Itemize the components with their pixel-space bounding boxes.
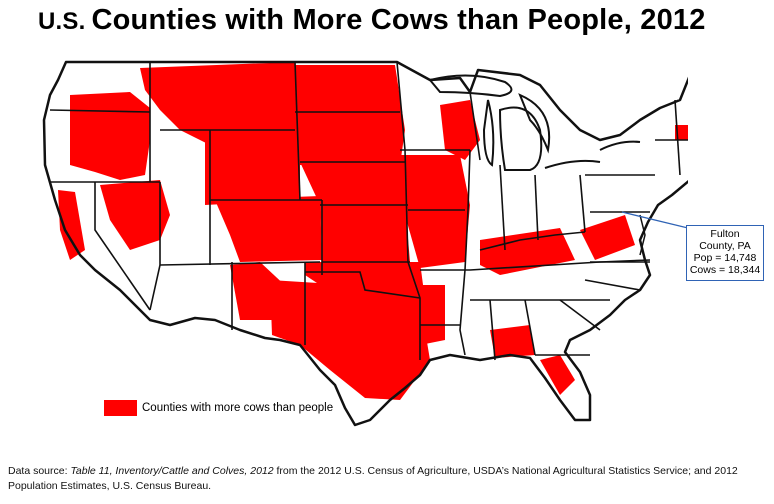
region-wyoming xyxy=(205,130,300,205)
border-vt-nh xyxy=(674,99,681,176)
map-svg xyxy=(42,60,688,427)
region-kansas xyxy=(320,203,410,262)
border-il-in xyxy=(499,164,506,251)
title-main: Counties with More Cows than People, 201… xyxy=(91,4,706,36)
region-nebraska xyxy=(300,162,405,205)
source-lead: Data source: xyxy=(8,465,71,477)
region-great-basin xyxy=(100,180,170,250)
michigan-lower-peninsula xyxy=(498,106,543,171)
border-ut-az-nm xyxy=(159,261,321,266)
border-in-oh xyxy=(534,174,539,241)
region-dakotas xyxy=(295,65,405,165)
border-mississippi xyxy=(459,149,471,356)
legend-label: Counties with more cows than people xyxy=(142,402,334,414)
legend-swatch xyxy=(104,400,137,416)
state-borders xyxy=(49,61,688,361)
callout-leader-line xyxy=(621,211,688,229)
region-new-mexico xyxy=(230,262,290,320)
region-arkansas-louisiana xyxy=(415,285,445,345)
border-mn-ia-mo xyxy=(396,61,421,360)
fulton-county-callout: Fulton County, PA Pop = 14,748 Cows = 18… xyxy=(686,225,764,281)
title-prefix: U.S. xyxy=(38,8,86,35)
border-al-ga xyxy=(524,299,536,356)
map-title: U.S. Counties with More Cows than People,… xyxy=(38,4,706,37)
border-sc-ga xyxy=(559,299,601,331)
border-wi-mi xyxy=(469,91,481,161)
lake-superior xyxy=(428,74,513,98)
region-alabama-georgia xyxy=(490,325,535,358)
region-colorado xyxy=(215,196,322,262)
border-ohio-river xyxy=(479,231,586,251)
region-florida xyxy=(540,355,575,395)
callout-line-1: Fulton xyxy=(710,228,740,240)
lake-huron xyxy=(518,93,551,154)
source-table-title: Table 11, Inventory/Cattle and Colves, 2… xyxy=(70,465,274,477)
region-california-valley xyxy=(58,190,85,260)
lake-erie xyxy=(544,159,601,169)
callout-line-3: Pop = 14,748 xyxy=(693,252,757,264)
data-source-note: Data source: Table 11, Inventory/Cattle … xyxy=(8,464,768,494)
border-new-england xyxy=(655,139,688,141)
callout-line-4: Cows = 18,344 xyxy=(689,264,761,276)
region-vermont xyxy=(675,125,688,140)
region-northern-rockies xyxy=(140,62,300,145)
chesapeake-bay xyxy=(639,214,646,256)
region-virginia xyxy=(580,215,635,260)
border-wa-or xyxy=(49,109,151,113)
us-outline xyxy=(42,60,688,427)
border-nc-sc xyxy=(584,279,641,291)
border-ok-tx xyxy=(305,271,421,299)
callout-line-2: County, PA xyxy=(699,240,751,252)
source-rest: from the 2012 U.S. Census of Agriculture… xyxy=(8,465,738,492)
region-wisconsin xyxy=(440,100,480,160)
region-texas xyxy=(270,280,430,400)
region-iowa-missouri xyxy=(395,155,470,268)
lake-michigan xyxy=(482,99,495,167)
great-lakes xyxy=(428,74,641,171)
us-county-map xyxy=(38,50,688,460)
map-legend: Counties with more cows than people xyxy=(104,400,333,416)
region-pacific-northwest xyxy=(70,92,150,180)
border-ca-nv xyxy=(94,182,151,311)
lake-ontario xyxy=(599,140,641,151)
border-dakotas-west xyxy=(294,61,301,201)
border-oh-pa xyxy=(579,174,586,233)
border-ms-al xyxy=(489,299,496,361)
